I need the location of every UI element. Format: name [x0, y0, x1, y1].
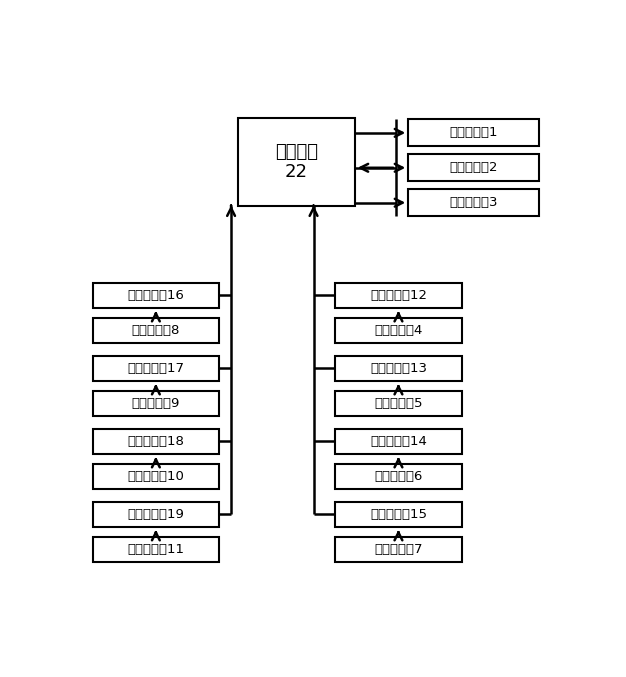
Bar: [93, 502, 219, 527]
Bar: [336, 429, 461, 454]
Text: 信号接收器16: 信号接收器16: [128, 289, 184, 302]
Text: 交通信号灯1: 交通信号灯1: [449, 127, 498, 139]
Bar: [408, 189, 539, 216]
Text: 交通信号灯3: 交通信号灯3: [449, 196, 498, 209]
Text: 激光发射器6: 激光发射器6: [374, 470, 423, 483]
Text: 信号接收器17: 信号接收器17: [127, 362, 185, 375]
Bar: [336, 356, 461, 381]
Bar: [93, 318, 219, 343]
Bar: [336, 464, 461, 489]
Text: 激光发射器10: 激光发射器10: [128, 470, 184, 483]
Bar: [93, 356, 219, 381]
Text: 信号接收器13: 信号接收器13: [370, 362, 427, 375]
Text: 激光发射器8: 激光发射器8: [131, 324, 180, 337]
Bar: [408, 154, 539, 181]
Text: 控制单元
22: 控制单元 22: [275, 143, 318, 181]
Bar: [336, 537, 461, 562]
Text: 信号接收器12: 信号接收器12: [370, 289, 427, 302]
Bar: [336, 502, 461, 527]
Bar: [336, 283, 461, 308]
Text: 激光发射器5: 激光发射器5: [374, 397, 423, 410]
Text: 激光发射器7: 激光发射器7: [374, 543, 423, 556]
Text: 信号接收器18: 信号接收器18: [128, 435, 184, 448]
Bar: [93, 464, 219, 489]
Text: 激光发射器11: 激光发射器11: [127, 543, 185, 556]
Bar: [336, 318, 461, 343]
Text: 交通信号灯2: 交通信号灯2: [449, 161, 498, 174]
Bar: [239, 118, 355, 206]
Bar: [93, 391, 219, 416]
Text: 激光发射器4: 激光发射器4: [374, 324, 423, 337]
Bar: [93, 537, 219, 562]
Text: 信号接收器14: 信号接收器14: [370, 435, 427, 448]
Text: 信号接收器19: 信号接收器19: [128, 508, 184, 521]
Bar: [408, 119, 539, 146]
Bar: [93, 283, 219, 308]
Text: 信号接收器15: 信号接收器15: [370, 508, 427, 521]
Bar: [93, 429, 219, 454]
Text: 激光发射器9: 激光发射器9: [131, 397, 180, 410]
Bar: [336, 391, 461, 416]
